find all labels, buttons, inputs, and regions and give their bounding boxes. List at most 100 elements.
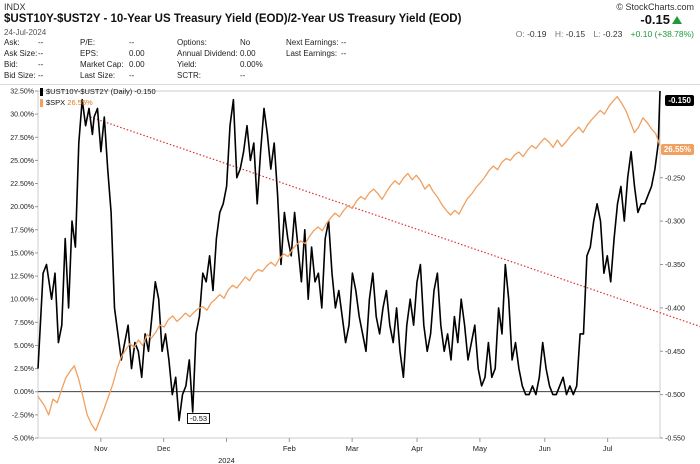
stat-bid: Bid: -- [4, 60, 43, 69]
stat-value: 0.00 [129, 60, 145, 69]
chart-title: $UST10Y-$UST2Y - 10-Year US Treasury Yie… [4, 13, 462, 25]
stat-last-size: Last Size: -- [80, 71, 134, 80]
stat-label: EPS: [80, 49, 99, 58]
exchange-label: INDX [4, 2, 26, 12]
up-arrow-icon [672, 16, 682, 24]
stat-label: Next Earnings: [286, 38, 339, 47]
stat-label: Ask: [4, 38, 20, 47]
right-tick-label: -0.400 [665, 305, 685, 312]
high-value: -0.15 [565, 29, 586, 39]
stat-pe: P/E: -- [80, 38, 134, 47]
low-value: -0.23 [602, 29, 623, 39]
stat-value: 0.00 [240, 49, 256, 58]
stat-label: Market Cap: [80, 60, 124, 69]
left-tick-label: 32.50% [10, 89, 34, 96]
stat-label: Yield: [177, 60, 197, 69]
legend-label: $UST10Y-$UST2Y (Daily) -0.150 [46, 87, 156, 96]
right-tick-label: -0.300 [665, 219, 685, 226]
left-tick-label: 5.00% [14, 343, 34, 350]
left-tick-label: 22.50% [10, 181, 34, 188]
left-tick-label: 30.00% [10, 112, 34, 119]
last-value-tag-orange: 26.55% [660, 144, 694, 155]
left-tick-label: 20.00% [10, 204, 34, 211]
stat-value: 0.00 [129, 49, 145, 58]
stat-label: Bid Size: [4, 71, 36, 80]
series-line-spx [37, 95, 661, 432]
legend-series-spread: $UST10Y-$UST2Y (Daily) -0.150 [40, 86, 156, 97]
stats-panel: Ask: -- Ask Size: -- Bid: -- Bid Size: -- P/… [0, 38, 700, 82]
open-label: O: [515, 29, 525, 39]
stat-value: -- [341, 49, 347, 58]
left-tick-label: 15.00% [10, 250, 34, 257]
x-tick-label: Jun [539, 444, 551, 453]
left-tick-label: 17.50% [10, 227, 34, 234]
stat-value: -- [38, 38, 44, 47]
high-label: H: [554, 29, 564, 39]
low-label: L: [593, 29, 601, 39]
x-tick-label: Dec [157, 444, 171, 453]
legend-swatch-black [40, 88, 43, 97]
stat-next-earnings: Next Earnings: -- [286, 38, 346, 47]
stat-market-cap: Market Cap: 0.00 [80, 60, 145, 69]
stat-value: -- [38, 71, 44, 80]
left-tick-label: -2.50% [12, 412, 34, 419]
stat-value: -- [240, 71, 246, 80]
stat-label: SCTR: [177, 71, 201, 80]
plot-frame [37, 90, 661, 439]
stat-label: Options: [177, 38, 207, 47]
x-year-label: 2024 [218, 456, 235, 464]
stat-eps: EPS: 0.00 [80, 49, 145, 58]
stat-last-earnings: Last Earnings: -- [286, 49, 346, 58]
left-tick-label: 0.00% [14, 389, 34, 396]
stat-label: Bid: [4, 60, 18, 69]
stat-options: Options: No [177, 38, 250, 47]
trend-line [90, 116, 700, 328]
stat-value: -- [38, 49, 44, 58]
ohlc-readout: O: -0.19 H: -0.15 L: -0.23 +0.10 (+38.78… [510, 29, 694, 39]
left-tick-label: 2.50% [14, 366, 34, 373]
header-divider [0, 84, 700, 85]
legend-series-spx: $SPX 26.55% [40, 97, 156, 108]
x-tick-label: Apr [411, 444, 423, 453]
chart-canvas[interactable]: 32.50% 30.00% 27.50% 25.00% 22.50% 20.00% 17.5… [0, 86, 700, 464]
x-tick-label: Jul [603, 444, 613, 453]
x-tick-label: May [473, 444, 487, 453]
right-tick-label: -0.500 [665, 392, 685, 399]
stat-ask: Ask: -- [4, 38, 43, 47]
chart-date: 24-Jul-2024 [4, 28, 47, 37]
change-value: +0.10 (+38.78%) [630, 29, 694, 39]
stat-sctr: SCTR: -- [177, 71, 245, 80]
left-tick-label: 7.50% [14, 320, 34, 327]
right-tick-label: -0.450 [665, 349, 685, 356]
last-value-tag-black: -0.150 [665, 95, 694, 106]
left-tick-label: 25.00% [10, 158, 34, 165]
stat-bid-size: Bid Size: -- [4, 71, 43, 80]
left-tick-label: 12.50% [10, 274, 34, 281]
brand-credit[interactable]: © StockCharts.com [616, 2, 694, 12]
last-value: -0.15 [640, 12, 670, 27]
x-tick-label: Mar [346, 444, 359, 453]
stat-value: -- [38, 60, 44, 69]
legend-label: $SPX [46, 98, 66, 107]
stat-value: No [240, 38, 251, 47]
stat-value: -- [129, 71, 135, 80]
right-tick-label: -0.550 [665, 436, 685, 443]
open-value: -0.19 [527, 29, 547, 39]
low-annotation: -0.53 [187, 413, 211, 424]
left-tick-label: 27.50% [10, 135, 34, 142]
stat-ask-size: Ask Size: -- [4, 49, 43, 58]
stat-annual-dividend: Annual Dividend: 0.00 [177, 49, 256, 58]
x-tick-label: Nov [94, 444, 108, 453]
x-tick-label: Feb [283, 444, 296, 453]
stat-label: Last Earnings: [286, 49, 338, 58]
stat-value: -- [341, 38, 347, 47]
right-tick-label: -0.250 [665, 175, 685, 182]
stat-value: 0.00% [240, 60, 263, 69]
chart-legend: $UST10Y-$UST2Y (Daily) -0.150 $SPX 26.55… [40, 86, 156, 108]
stat-label: Annual Dividend: [177, 49, 238, 58]
stat-yield: Yield: 0.00% [177, 60, 263, 69]
series-line-spread [37, 90, 661, 422]
stat-label: P/E: [80, 38, 96, 47]
stat-label: Last Size: [80, 71, 116, 80]
legend-swatch-orange [40, 99, 43, 108]
